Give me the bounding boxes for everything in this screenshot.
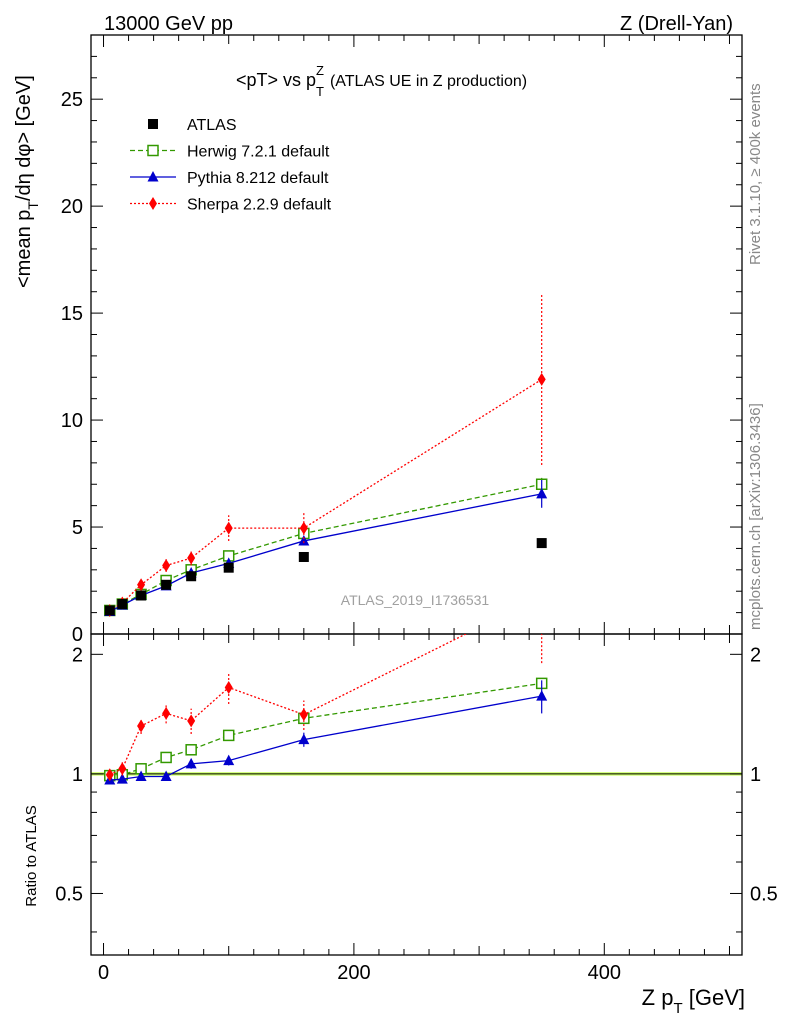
ratio-data-point (160, 770, 172, 782)
ratio-data-point (160, 751, 172, 764)
rivet-label: Rivet 3.1.10, ≥ 400k events (747, 83, 764, 265)
main-y-axis-label: <mean pT/dη dφ> [GeV] (13, 75, 41, 288)
main-y-tick-label: 25 (61, 89, 83, 111)
main-data-point (186, 571, 197, 582)
main-data-point (161, 579, 172, 590)
main-data-point (299, 521, 308, 535)
ratio-data-point (538, 590, 546, 603)
legend-label: Herwig 7.2.1 default (187, 144, 330, 161)
ratio-data-point (162, 706, 171, 720)
main-y-tick-label: 10 (61, 410, 83, 432)
main-data-point (136, 590, 147, 601)
ratio-series-herwig-7-2-1-default (104, 677, 548, 782)
ratio-y-tick-label: 0.5 (55, 883, 83, 905)
ratio-series-line (109, 695, 542, 781)
analysis-watermark: ATLAS_2019_I1736531 (341, 592, 490, 608)
main-data-point (298, 534, 310, 546)
main-data-point (117, 599, 128, 610)
ratio-series-sherpa-2-2-9-default (105, 590, 546, 782)
main-data-point (223, 562, 234, 573)
main-title: <pT> vs pTZ(ATLAS UE in Z production) (236, 63, 527, 99)
ratio-data-point (224, 681, 233, 695)
ratio-series-line (109, 634, 468, 776)
x-tick-label: 200 (337, 962, 370, 984)
main-series-line (109, 378, 543, 612)
ratio-data-point (536, 690, 548, 701)
ratio-data-point (185, 744, 197, 756)
ratio-series-pythia-8-212-default (104, 680, 548, 785)
x-tick-label: 0 (98, 962, 109, 984)
ratio-data-point (105, 768, 114, 782)
x-axis-label: Z pT [GeV] (642, 985, 745, 1017)
main-series-atlas (104, 538, 547, 616)
ratio-data-point (137, 719, 146, 733)
ratio-frame (90, 633, 743, 956)
ratio-panel: 0 200 400 0.5 0.5 1 1 2 2 (55, 590, 778, 984)
ratio-data-point (187, 714, 196, 728)
legend-label: Pythia 8.212 default (187, 170, 329, 187)
legend-marker (148, 119, 158, 129)
x-tick-label: 400 (588, 962, 621, 984)
ratio-y-tick-label-right: 1 (750, 764, 761, 786)
legend-marker (149, 197, 157, 210)
header-right-label: Z (Drell-Yan) (620, 13, 733, 35)
ratio-data-point (135, 770, 147, 782)
ratio-data-point (223, 754, 235, 766)
main-y-tick-label: 20 (61, 196, 83, 218)
main-data-point (137, 578, 146, 592)
ratio-y-axis-label: Ratio to ATLAS (23, 805, 40, 906)
main-y-tick-label: 5 (72, 517, 83, 539)
main-data-point (536, 487, 548, 499)
ratio-data-point (185, 757, 197, 769)
ratio-data-point (118, 762, 127, 776)
ratio-data-point (298, 733, 310, 745)
ratio-y-tick-label-right: 2 (750, 644, 761, 666)
mcplots-label: mcplots.cern.ch [arXiv:1306.3436] (747, 403, 764, 630)
main-y-tick-label: 15 (61, 303, 83, 325)
header-left-label: 13000 GeV pp (104, 13, 233, 35)
main-data-point (187, 551, 196, 565)
legend: ATLAS Herwig 7.2.1 default Pythia 8.212 de… (130, 117, 332, 214)
ratio-data-point (299, 708, 308, 722)
ratio-y-tick-label-right: 0.5 (750, 883, 778, 905)
main-series-sherpa-2-2-9-default (105, 293, 546, 617)
ratio-data-point (222, 729, 235, 742)
main-y-tick-label: 0 (72, 624, 83, 646)
main-data-point (537, 372, 546, 386)
main-data-point (536, 538, 547, 549)
legend-marker (147, 144, 159, 157)
legend-marker (147, 171, 159, 182)
main-data-point (104, 605, 115, 616)
ratio-y-tick-label: 1 (72, 764, 83, 786)
legend-label: ATLAS (187, 117, 237, 134)
ratio-data-point (116, 773, 128, 784)
ratio-series-line (109, 682, 542, 777)
main-data-point (162, 559, 171, 573)
ratio-y-tick-label: 2 (72, 644, 83, 666)
legend-label: Sherpa 2.2.9 default (187, 197, 332, 214)
main-panel: 0 5 10 15 20 25 (61, 34, 743, 646)
main-data-point (298, 551, 309, 562)
main-data-point (224, 521, 233, 535)
